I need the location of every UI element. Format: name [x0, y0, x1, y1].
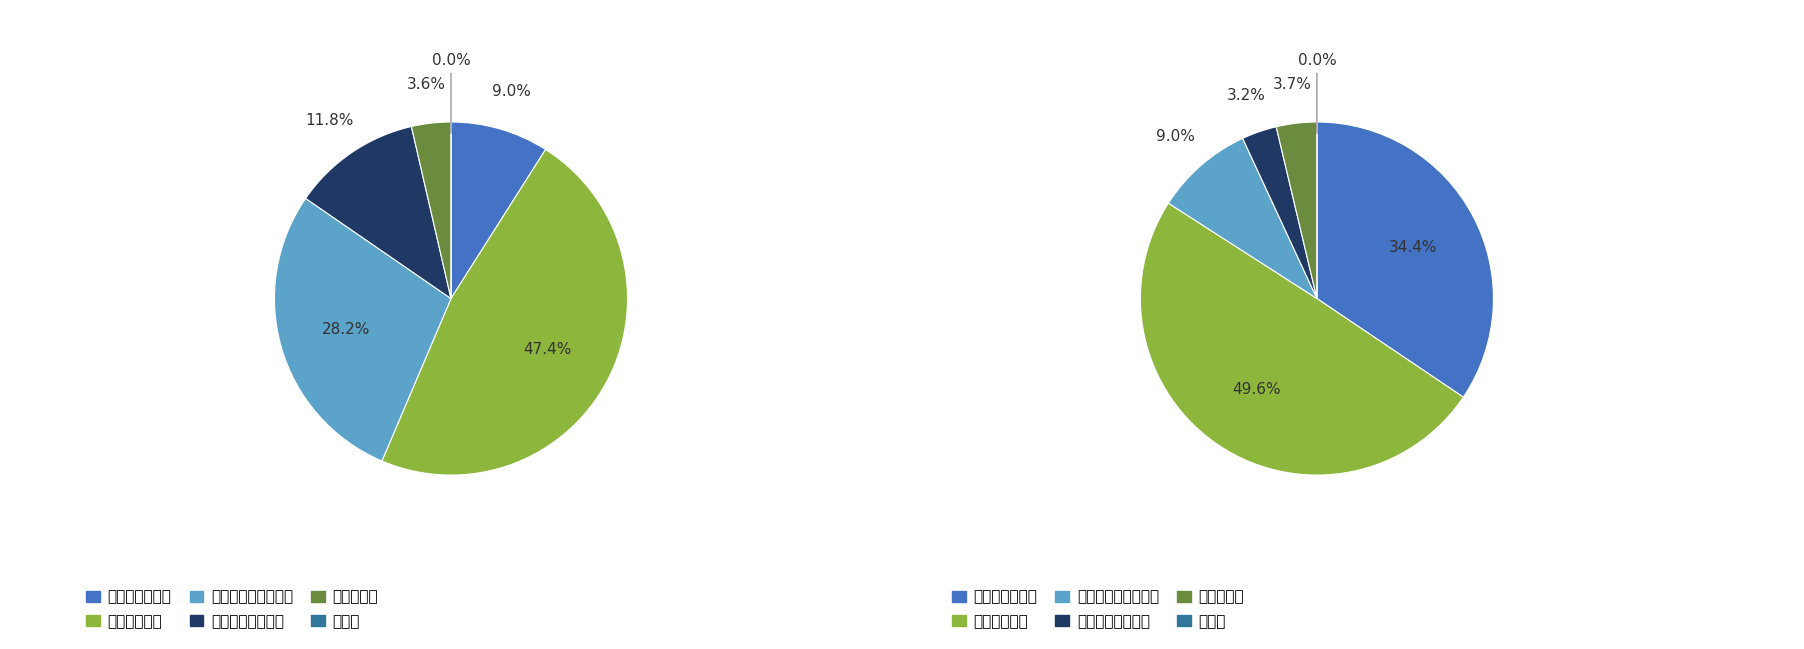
Wedge shape — [305, 127, 451, 299]
Wedge shape — [451, 122, 545, 299]
Wedge shape — [1317, 122, 1494, 397]
Text: 0.0%: 0.0% — [431, 53, 471, 133]
Wedge shape — [274, 199, 451, 461]
Text: 47.4%: 47.4% — [523, 342, 572, 357]
Text: 11.8%: 11.8% — [305, 113, 354, 128]
Wedge shape — [411, 122, 451, 299]
Legend: とてもそう思う, まあそう思う, あまりそう思わない, ほとんど思わない, 分からない, その他: とてもそう思う, まあそう思う, あまりそう思わない, ほとんど思わない, 分か… — [945, 583, 1250, 635]
Text: 3.7%: 3.7% — [1272, 77, 1312, 92]
Text: 9.0%: 9.0% — [492, 84, 530, 99]
Wedge shape — [1243, 127, 1317, 299]
Wedge shape — [1275, 122, 1317, 299]
Text: 49.6%: 49.6% — [1232, 382, 1281, 397]
Legend: とてもそう思う, まあそう思う, あまりそう思わない, ほとんど思わない, 分からない, その他: とてもそう思う, まあそう思う, あまりそう思わない, ほとんど思わない, 分か… — [79, 583, 384, 635]
Wedge shape — [1169, 138, 1317, 299]
Text: 28.2%: 28.2% — [321, 321, 370, 337]
Text: 9.0%: 9.0% — [1156, 129, 1194, 143]
Text: 34.4%: 34.4% — [1389, 239, 1438, 254]
Text: 0.0%: 0.0% — [1297, 53, 1337, 133]
Wedge shape — [1140, 203, 1463, 475]
Text: 3.2%: 3.2% — [1227, 88, 1266, 103]
Text: 3.6%: 3.6% — [408, 77, 446, 92]
Wedge shape — [382, 149, 628, 475]
